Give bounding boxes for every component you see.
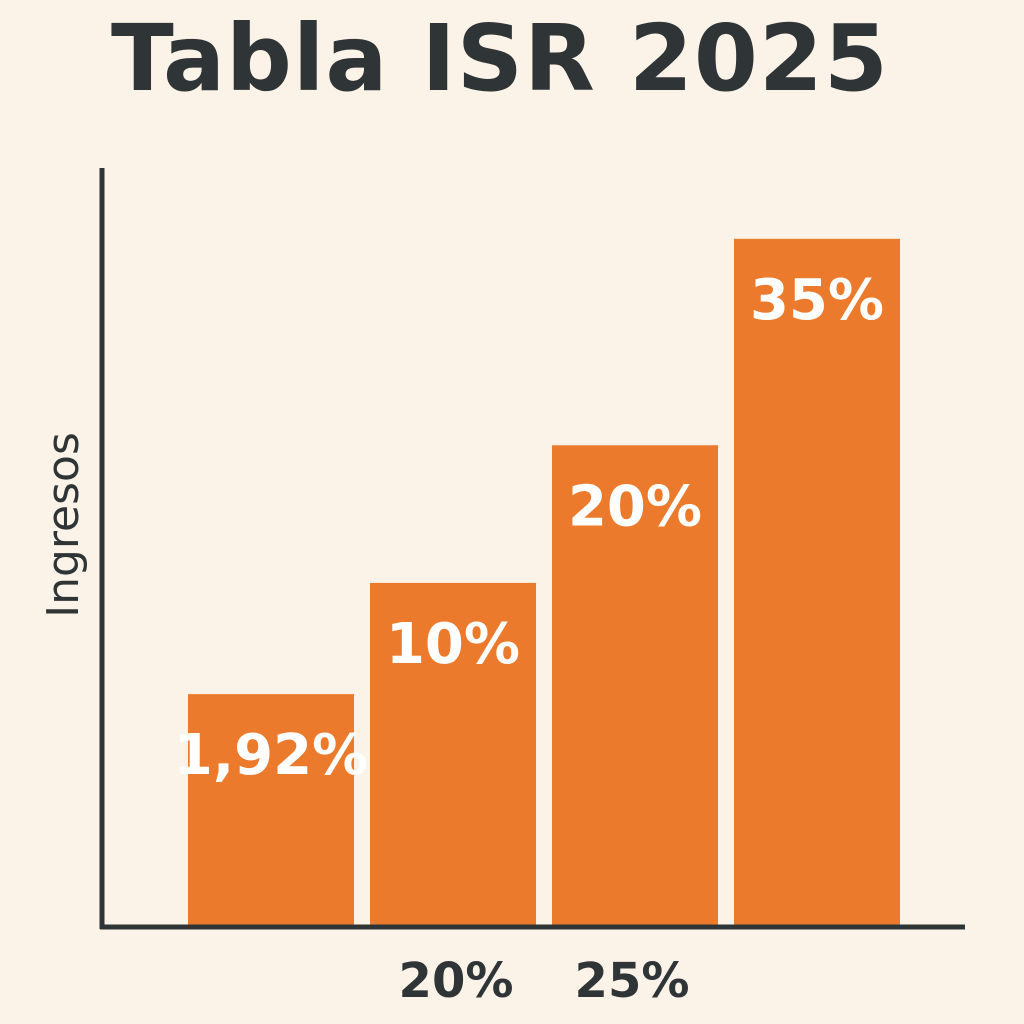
chart-title: Tabla ISR 2025 — [111, 5, 889, 112]
bar-3 — [552, 445, 718, 925]
bar-value-label: 1,92% — [174, 723, 368, 788]
bars-layer — [188, 238, 900, 925]
y-axis-label: Ingresos — [38, 432, 89, 618]
bar-2 — [370, 582, 536, 925]
bar-value-label: 35% — [750, 268, 884, 333]
bar-4 — [734, 238, 900, 925]
x-tick-label: 20% — [399, 953, 514, 1009]
x-tick-label: 25% — [575, 953, 690, 1009]
x-tick-labels-layer: 20% 25% — [399, 953, 690, 1009]
bar-labels-layer: 1,92% 10% 20% 35% — [174, 268, 884, 788]
bar-value-label: 20% — [568, 474, 702, 539]
bar-1 — [188, 694, 354, 925]
bar-value-label: 10% — [386, 612, 520, 677]
